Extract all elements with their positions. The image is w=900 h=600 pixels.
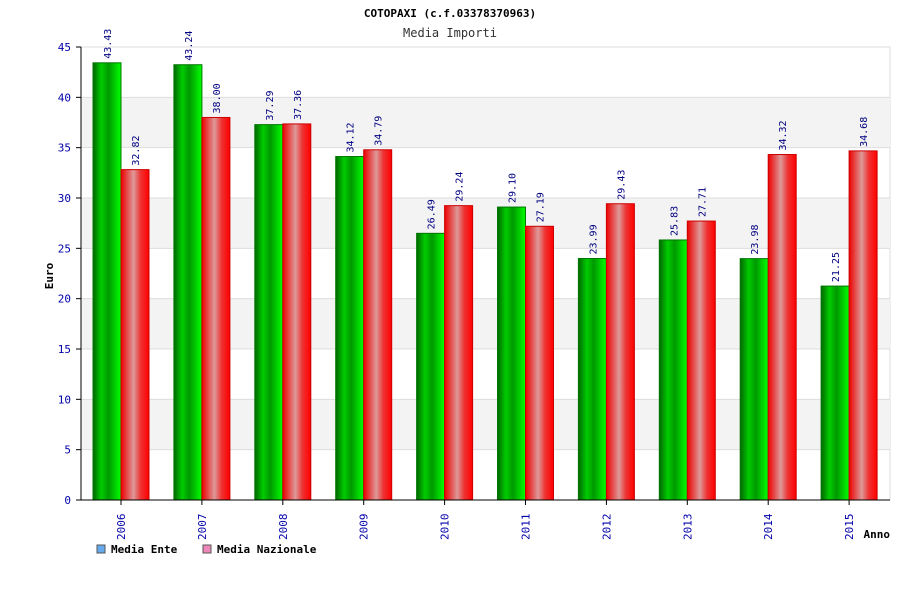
bar-value-label: 25.83 <box>669 206 680 236</box>
y-tick-label: 5 <box>64 444 71 457</box>
bar-media-nazionale-2011 <box>525 225 554 501</box>
y-tick-label: 45 <box>58 41 71 54</box>
y-tick-label: 30 <box>58 192 71 205</box>
bar-value-label: 27.71 <box>697 187 708 217</box>
bar-media-ente-2015 <box>820 285 850 501</box>
bar-media-ente-2006 <box>92 62 122 501</box>
y-axis-label: Euro <box>43 262 56 289</box>
y-tick-label: 20 <box>58 293 71 306</box>
bars: 43.43 32.82 43.24 38.00 37.29 37.36 34.12 34.79… <box>92 29 878 501</box>
bar-media-ente-2013 <box>658 239 688 501</box>
bar-media-ente-2007 <box>173 64 203 501</box>
y-tick-label: 15 <box>58 343 71 356</box>
bar-value-label: 34.12 <box>346 122 357 152</box>
bar-value-label: 37.36 <box>293 90 304 120</box>
bar-media-ente-2008 <box>254 124 284 501</box>
bar-value-label: 23.98 <box>750 224 761 254</box>
y-tick-label: 25 <box>58 242 71 255</box>
bar-media-ente-2012 <box>577 258 607 501</box>
legend-swatch <box>96 544 106 554</box>
y-tick-label: 35 <box>58 142 71 155</box>
y-tick-label: 40 <box>58 91 71 104</box>
bar-media-nazionale-2010 <box>444 205 474 501</box>
bar-media-nazionale-2014 <box>767 154 797 501</box>
bar-media-ente-2011 <box>497 206 526 501</box>
bar-value-label: 34.32 <box>778 120 789 150</box>
x-tick-label: 2013 <box>681 514 694 541</box>
bar-value-label: 27.19 <box>536 192 547 222</box>
bar-media-nazionale-2013 <box>686 220 716 501</box>
bar-value-label: 21.25 <box>831 252 842 282</box>
y-axis: 0 5 10 15 20 25 30 35 40 45 <box>58 41 82 507</box>
bar-media-ente-2009 <box>335 156 365 501</box>
x-tick-label: 2014 <box>762 513 775 540</box>
y-tick-label: 10 <box>58 393 71 406</box>
x-tick-label: 2010 <box>439 514 452 541</box>
x-tick-label: 2007 <box>196 514 209 541</box>
legend: Media Ente Media Nazionale <box>96 543 317 556</box>
bar-media-nazionale-2012 <box>605 203 635 501</box>
bar-value-label: 34.68 <box>859 117 870 147</box>
bar-value-label: 43.43 <box>103 29 114 59</box>
x-tick-label: 2008 <box>277 514 290 541</box>
x-tick-label: 2015 <box>843 514 856 541</box>
bar-value-label: 32.82 <box>131 136 142 166</box>
x-tick-label: 2006 <box>115 514 128 541</box>
bar-value-label: 37.29 <box>265 91 276 121</box>
bar-media-ente-2014 <box>739 258 769 501</box>
x-axis: 2006 2007 2008 2009 2010 2011 2012 2013 2014 2015 <box>81 499 890 541</box>
y-tick-label: 0 <box>64 494 71 507</box>
legend-label: Media Nazionale <box>217 543 317 556</box>
chart-title: COTOPAXI (c.f.03378370963) <box>364 7 536 20</box>
bar-media-nazionale-2015 <box>848 150 878 501</box>
chart-subtitle: Media Importi <box>403 26 497 40</box>
bar-value-label: 29.10 <box>508 173 519 203</box>
bar-media-nazionale-2009 <box>363 149 393 501</box>
bar-media-nazionale-2008 <box>282 123 312 501</box>
x-axis-label: Anno <box>864 528 891 541</box>
x-tick-label: 2009 <box>358 514 371 541</box>
legend-swatch <box>202 544 212 554</box>
bar-value-label: 29.43 <box>616 170 627 200</box>
bar-value-label: 34.79 <box>374 116 385 146</box>
bar-value-label: 29.24 <box>455 172 466 202</box>
bar-value-label: 23.99 <box>588 224 599 254</box>
bar-value-label: 43.24 <box>184 31 195 61</box>
bar-value-label: 38.00 <box>212 83 223 113</box>
bar-media-nazionale-2006 <box>120 169 150 501</box>
legend-label: Media Ente <box>111 543 178 556</box>
bar-media-nazionale-2007 <box>201 116 231 501</box>
x-tick-label: 2011 <box>520 514 533 541</box>
x-tick-label: 2012 <box>600 514 613 541</box>
bar-media-ente-2010 <box>416 232 446 501</box>
bar-value-label: 26.49 <box>427 199 438 229</box>
